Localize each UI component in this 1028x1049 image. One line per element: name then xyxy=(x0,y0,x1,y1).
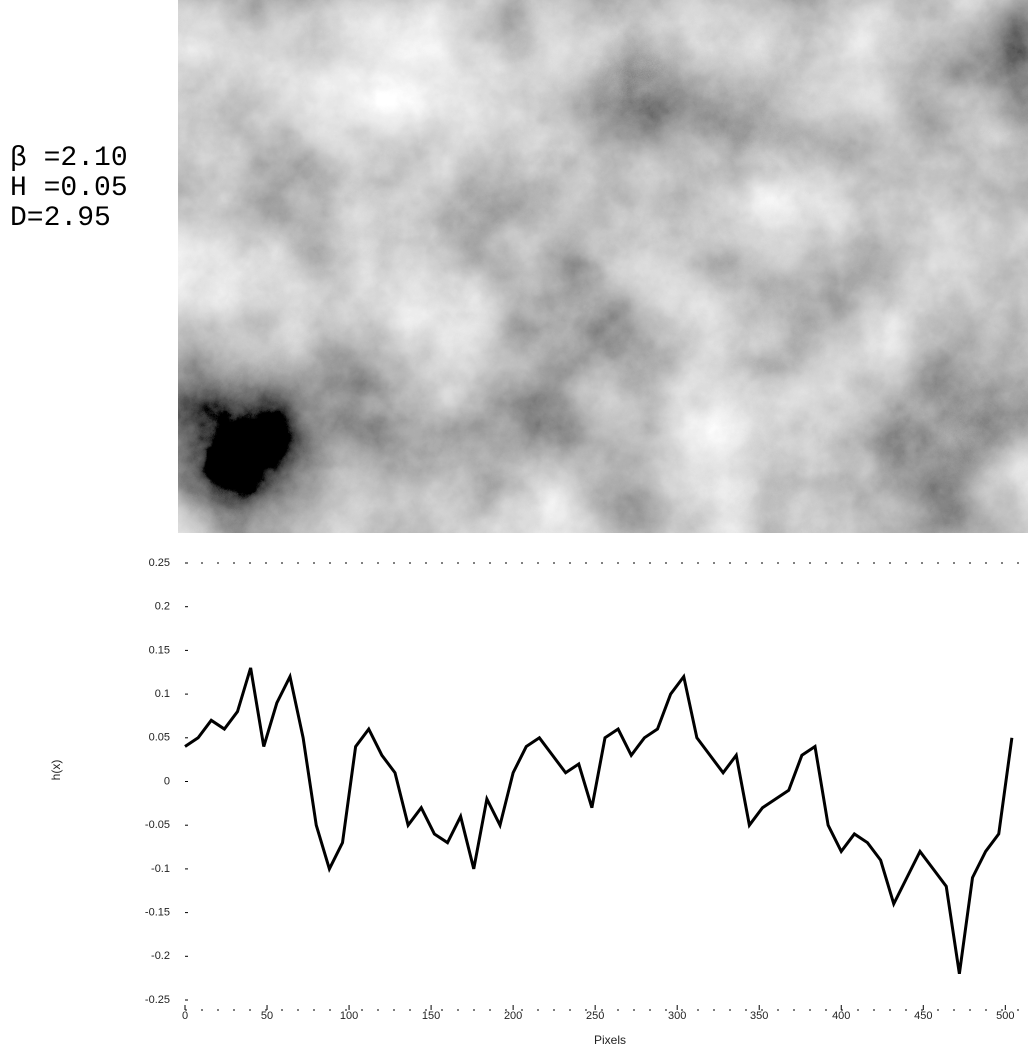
x-tick-label: 0 xyxy=(182,1010,188,1022)
y-tick-label: -0.05 xyxy=(145,819,170,831)
y-tick-label: 0.25 xyxy=(149,557,170,569)
y-tick-label: 0.1 xyxy=(155,688,170,700)
annotation: D=2.95 xyxy=(10,203,111,234)
x-tick-label: 300 xyxy=(668,1010,686,1022)
x-tick-label: 200 xyxy=(504,1010,522,1022)
y-tick-label: -0.1 xyxy=(151,863,170,875)
x-tick-label: 100 xyxy=(340,1010,358,1022)
y-tick-label: 0.15 xyxy=(149,644,170,656)
y-tick-label: 0.2 xyxy=(155,601,170,613)
annotation: H =0.05 xyxy=(10,173,128,204)
x-tick-label: 450 xyxy=(914,1010,932,1022)
y-tick-label: -0.15 xyxy=(145,907,170,919)
fractal-surface xyxy=(178,0,1028,533)
y-tick-label: 0.05 xyxy=(149,732,170,744)
x-tick-label: 350 xyxy=(750,1010,768,1022)
x-tick-label: 400 xyxy=(832,1010,850,1022)
x-tick-label: 250 xyxy=(586,1010,604,1022)
y-axis-label: h(x) xyxy=(49,760,63,781)
x-tick-label: 50 xyxy=(261,1010,273,1022)
x-tick-label: 150 xyxy=(422,1010,440,1022)
x-tick-label: 500 xyxy=(996,1010,1014,1022)
annotation: β =2.10 xyxy=(10,143,128,174)
y-tick-label: -0.25 xyxy=(145,994,170,1006)
x-axis-label: Pixels xyxy=(594,1033,626,1047)
profile-line xyxy=(184,667,1014,975)
y-tick-label: -0.2 xyxy=(151,950,170,962)
y-tick-label: 0 xyxy=(164,775,170,787)
